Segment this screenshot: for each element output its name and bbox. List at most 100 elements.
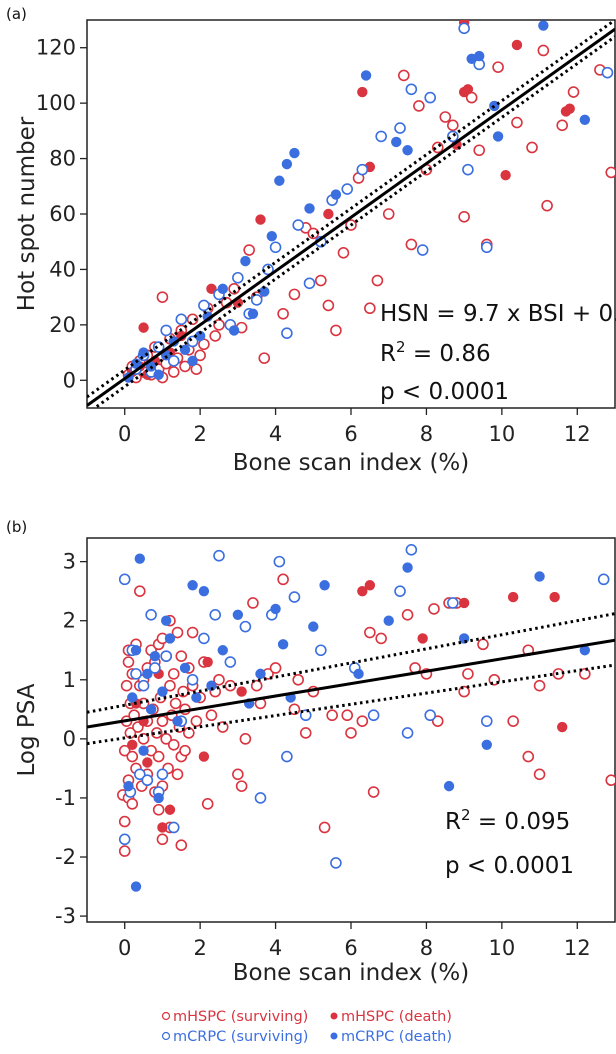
point-mcrpc-surviving <box>198 632 210 645</box>
point-mcrpc-death <box>130 645 142 656</box>
point-mhspc-surviving <box>171 768 184 781</box>
point-mcrpc-surviving <box>394 585 406 597</box>
panel-label-a: (a) <box>6 5 27 23</box>
point-mcrpc-death <box>277 639 289 650</box>
point-mhspc-surviving <box>177 685 189 698</box>
point-mcrpc-surviving <box>315 644 327 657</box>
point-mhspc-surviving <box>232 768 244 781</box>
point-mcrpc-death <box>474 50 485 62</box>
point-mhspc-death <box>142 757 153 768</box>
ci-lower-line <box>87 663 615 746</box>
point-mcrpc-surviving <box>597 573 610 586</box>
point-mcrpc-surviving <box>130 668 142 680</box>
point-mhspc-surviving <box>511 116 523 129</box>
y-tick-label: 1 <box>63 668 76 692</box>
point-mcrpc-surviving <box>288 591 301 603</box>
y-tick-label: 20 <box>49 313 76 337</box>
point-mcrpc-death <box>402 145 413 156</box>
x-tick-label: 6 <box>344 422 357 446</box>
point-mhspc-surviving <box>152 750 165 763</box>
x-tick-label: 8 <box>420 422 433 446</box>
point-mcrpc-surviving <box>447 597 459 609</box>
point-mhspc-surviving <box>413 100 425 112</box>
point-mhspc-surviving <box>288 288 301 301</box>
point-mhspc-death <box>364 580 376 591</box>
point-mhspc-death <box>198 751 210 762</box>
point-mcrpc-surviving <box>118 833 131 846</box>
point-mcrpc-surviving <box>341 183 354 195</box>
point-mcrpc-death <box>157 686 168 697</box>
point-mcrpc-surviving <box>160 650 172 662</box>
point-mhspc-death <box>507 591 519 603</box>
point-mcrpc-death <box>172 715 183 727</box>
point-mhspc-surviving <box>269 662 282 674</box>
point-mhspc-death <box>564 103 575 114</box>
point-mcrpc-death <box>360 70 372 81</box>
point-mcrpc-surviving <box>213 549 225 562</box>
ci-lower-line <box>92 35 615 408</box>
point-mcrpc-surviving <box>401 727 414 739</box>
point-mcrpc-death <box>187 355 198 367</box>
point-mhspc-surviving <box>190 715 203 727</box>
point-mhspc-surviving <box>431 715 444 727</box>
point-mcrpc-death <box>164 633 176 644</box>
point-mhspc-surviving <box>477 638 489 651</box>
legend: mHSPC (surviving) mHSPC (death) mCRPC (sur… <box>161 1009 452 1045</box>
y-tick-label: 2 <box>63 609 76 633</box>
ci-upper-line <box>87 20 615 399</box>
point-mhspc-surviving <box>375 632 387 645</box>
point-mhspc-surviving <box>567 86 580 98</box>
point-mcrpc-surviving <box>405 544 418 556</box>
point-mhspc-surviving <box>447 119 459 132</box>
point-mcrpc-surviving <box>356 163 369 176</box>
point-mcrpc-surviving <box>186 673 199 686</box>
point-mcrpc-surviving <box>224 656 237 668</box>
point-mhspc-surviving <box>522 750 535 763</box>
point-mcrpc-death <box>281 158 293 170</box>
point-mcrpc-death <box>153 792 164 804</box>
point-mcrpc-death <box>383 615 394 626</box>
point-mhspc-death <box>458 597 470 609</box>
point-mhspc-death <box>549 591 560 603</box>
point-mhspc-surviving <box>216 721 229 733</box>
point-mcrpc-death <box>270 603 281 615</box>
point-mhspc-death <box>255 214 266 225</box>
ci-upper-line <box>87 612 615 714</box>
point-mcrpc-death <box>402 562 413 573</box>
y-axis-title: Hot spot number <box>14 116 40 311</box>
point-mcrpc-death <box>247 308 259 319</box>
point-mcrpc-death <box>130 881 142 892</box>
point-mcrpc-surviving <box>137 679 150 692</box>
points-layer <box>117 544 615 892</box>
point-mcrpc-surviving <box>480 715 493 727</box>
point-mhspc-surviving <box>318 821 331 834</box>
point-mhspc-surviving <box>167 366 180 378</box>
point-mhspc-surviving <box>364 302 376 315</box>
legend-marker-mhspc-death <box>330 1012 338 1020</box>
point-mcrpc-surviving <box>269 241 282 254</box>
point-mhspc-surviving <box>364 626 376 639</box>
point-mhspc-surviving <box>235 780 248 792</box>
point-mhspc-surviving <box>292 673 305 686</box>
point-mcrpc-surviving <box>303 277 316 290</box>
point-mcrpc-death <box>127 692 138 703</box>
point-mhspc-surviving <box>507 715 519 727</box>
point-mcrpc-surviving <box>367 709 380 722</box>
point-mcrpc-surviving <box>601 66 614 79</box>
point-mcrpc-death <box>289 147 300 159</box>
point-mhspc-surviving <box>492 61 504 73</box>
point-mcrpc-death <box>534 571 545 582</box>
y-tick-label: 120 <box>36 36 76 60</box>
y-tick-label: 40 <box>49 257 76 281</box>
y-tick-label: -3 <box>55 904 76 928</box>
point-mcrpc-surviving <box>250 294 263 306</box>
point-mcrpc-surviving <box>330 857 342 869</box>
point-mhspc-surviving <box>122 656 135 668</box>
point-mcrpc-death <box>198 585 210 597</box>
point-mhspc-surviving <box>356 715 369 727</box>
point-mcrpc-death <box>538 20 549 31</box>
point-mhspc-surviving <box>175 650 188 662</box>
x-tick-label: 4 <box>269 422 282 446</box>
